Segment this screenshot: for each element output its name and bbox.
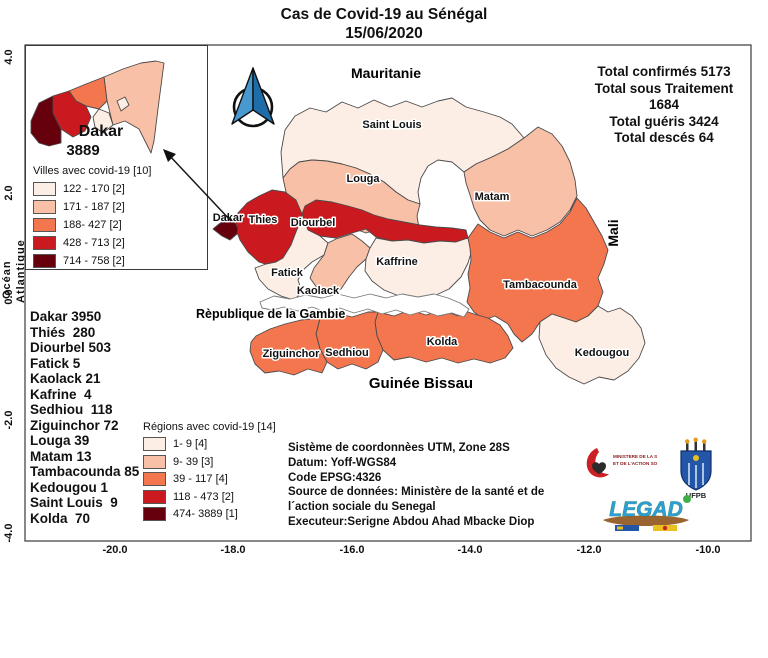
region-label-kaffrine: Kaffrine xyxy=(376,256,418,268)
inset-legend-label-3: 188- 427 [2] xyxy=(63,219,122,231)
inset-legend-swatch-1 xyxy=(33,182,56,196)
map-frame xyxy=(24,44,752,542)
inset-legend-label-4: 428 - 713 [2] xyxy=(63,237,125,249)
region-shape-ziguinchor xyxy=(249,317,328,376)
regions-legend-label-2: 9- 39 [3] xyxy=(173,456,214,468)
region-label-kolda: Kolda xyxy=(427,336,458,348)
inset-legend-row: 171 - 187 [2] xyxy=(33,200,125,214)
region-shape-kedougou xyxy=(538,305,646,385)
map-credits: Sistème de coordonnèes UTM, Zone 28S Dat… xyxy=(288,442,545,528)
inset-legend-row: 428 - 713 [2] xyxy=(33,236,125,250)
title-line2: 15/06/2020 xyxy=(345,25,423,42)
ministry-logo-text-line1: MINISTERE DE LA SANTE xyxy=(613,454,657,459)
regions-legend-swatch-2 xyxy=(143,455,166,469)
inset-legend-swatch-5 xyxy=(33,254,56,268)
inset-legend-label-2: 171 - 187 [2] xyxy=(63,201,125,213)
region-labels: Saint Louis Louga Matam Thies Diourbel D… xyxy=(211,118,630,362)
inset-shape-enclave2 xyxy=(116,96,130,112)
region-shape-kaffrine xyxy=(364,237,473,301)
inset-legend-swatch-3 xyxy=(33,218,56,232)
inset-dakar-map xyxy=(30,60,165,154)
north-arrow-icon xyxy=(231,67,275,128)
region-label-dakar: Dakar xyxy=(213,212,244,224)
regions-legend-swatch-4 xyxy=(143,490,166,504)
ufpb-logo-icon: UFPB xyxy=(680,437,712,499)
regions-legend-swatch-3 xyxy=(143,472,166,486)
inset-legend-row: 714 - 758 [2] xyxy=(33,254,125,268)
xaxis-tick-3: -16.0 xyxy=(339,544,365,556)
regions-legend-swatch-5 xyxy=(143,507,166,521)
region-shape-kolda xyxy=(374,309,514,364)
inset-legend-row: 188- 427 [2] xyxy=(33,218,122,232)
regions-legend-row: 1- 9 [4] xyxy=(143,437,207,451)
inset-legend-label-1: 122 - 170 [2] xyxy=(63,183,125,195)
inset-shape-dakar-ville xyxy=(30,95,62,147)
page-title: Cas de Covid-19 au Sénégal 15/06/2020 xyxy=(0,5,768,43)
region-cases-list: Dakar 3950 Thiés 280 Diourbel 503 Fatick… xyxy=(30,309,140,526)
region-label-tambacounda: Tambacounda xyxy=(503,279,578,291)
regions-legend-label-5: 474- 3889 [1] xyxy=(173,508,238,520)
inset-region-name: Dakar xyxy=(78,123,124,140)
regions-legend-label-1: 1- 9 [4] xyxy=(173,438,208,450)
legad-logo-icon: LEGAD xyxy=(603,495,691,531)
xaxis-tick-6: -10.0 xyxy=(695,544,721,556)
inset-region-value: 3889 xyxy=(66,142,100,159)
region-shape-matam xyxy=(463,126,578,237)
region-label-saint-louis: Saint Louis xyxy=(362,119,421,131)
regions-legend-row: 118 - 473 [2] xyxy=(143,490,234,504)
xaxis-tick-4: -14.0 xyxy=(457,544,483,556)
inset-legend-title: Villes avec covid-19 [10] xyxy=(33,165,152,177)
region-label-kaolack: Kaolack xyxy=(297,285,340,297)
region-label-ziguinchor: Ziguinchor xyxy=(263,348,321,360)
regions-legend-row: 474- 3889 [1] xyxy=(143,507,238,521)
title-line1: Cas de Covid-19 au Sénégal xyxy=(280,6,488,23)
regions-legend-row: 9- 39 [3] xyxy=(143,455,213,469)
region-label-kedougou: Kedougou xyxy=(575,347,629,359)
ministry-health-logo-icon: MINISTERE DE LA SANTE ET DE L'ACTION SOC… xyxy=(586,448,657,478)
inset-legend-swatch-4 xyxy=(33,236,56,250)
region-label-matam: Matam xyxy=(475,191,510,203)
inset-legend-row: 122 - 170 [2] xyxy=(33,182,125,196)
country-label-guinee-bissau: Guinée Bissau xyxy=(369,375,473,392)
regions-legend-swatch-1 xyxy=(143,437,166,451)
total-under-treatment: Total sous Traitement xyxy=(594,80,734,96)
regions-legend-title: Régions avec covid-19 [14] xyxy=(143,421,276,433)
ufpb-torches xyxy=(685,437,707,451)
region-label-thies: Thies xyxy=(249,214,278,226)
region-shapes xyxy=(212,97,646,385)
legad-logo-text: LEGAD xyxy=(609,498,683,521)
region-shape-dakar xyxy=(212,217,239,241)
country-label-mauritanie: Mauritanie xyxy=(351,65,421,81)
inset-legend-label-5: 714 - 758 [2] xyxy=(63,255,125,267)
regions-legend-label-3: 39 - 117 [4] xyxy=(173,473,228,485)
xaxis-tick-1: -20.0 xyxy=(102,544,128,556)
country-shape-gambia xyxy=(259,293,470,318)
total-deaths: Total descés 64 xyxy=(614,130,714,145)
inset-legend-swatch-2 xyxy=(33,200,56,214)
ufpb-logo-text: UFPB xyxy=(686,491,707,499)
ministry-logo-text-line2: ET DE L'ACTION SOCIALE xyxy=(613,461,657,466)
region-shape-fatick xyxy=(254,213,329,301)
region-shape-kaolack xyxy=(309,233,371,294)
country-label-gambie: Rèpublique de la Gambie xyxy=(196,307,345,321)
region-label-louga: Louga xyxy=(347,173,381,185)
total-recovered: Total guéris 3424 xyxy=(609,113,719,129)
xaxis-tick-5: -12.0 xyxy=(576,544,602,556)
inset-dakar-panel: Dakar 3889 Villes avec covid-19 [10] 122… xyxy=(25,45,208,270)
region-label-diourbel: Diourbel xyxy=(291,217,336,229)
covid-totals: Total confirmés 5173 Total sous Traiteme… xyxy=(574,64,754,147)
region-label-sedhiou: Sedhiou xyxy=(325,347,368,359)
regions-legend-label-4: 118 - 473 [2] xyxy=(173,491,234,503)
country-labels: Mauritanie Mali Guinée Bissau Rèpublique… xyxy=(195,64,623,394)
country-label-mali: Mali xyxy=(605,219,621,246)
inset-shape-enclave1 xyxy=(92,108,114,134)
regions-legend-row: 39 - 117 [4] xyxy=(143,472,228,486)
total-confirmed: Total confirmés 5173 xyxy=(597,64,731,79)
total-under-treatment-value: 1684 xyxy=(648,97,680,112)
xaxis-tick-2: -18.0 xyxy=(220,544,246,556)
region-label-fatick: Fatick xyxy=(271,267,304,279)
